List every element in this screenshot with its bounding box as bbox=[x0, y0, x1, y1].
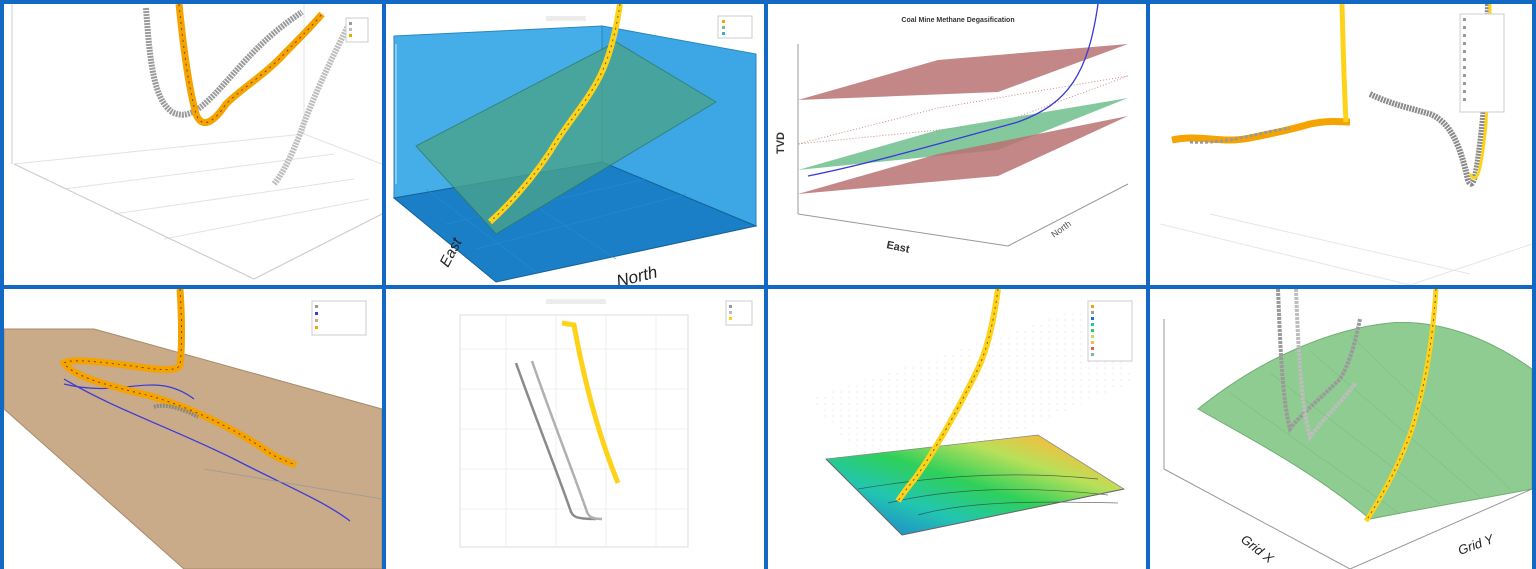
axis-label-tvd: TVD bbox=[775, 132, 787, 154]
chart-6-svg bbox=[459, 299, 753, 548]
axis-label-grid-y: Grid Y bbox=[1456, 531, 1497, 558]
well-path-orange-ticks bbox=[178, 4, 323, 124]
chart-3-svg: Coal Mine Methane Degasification TVD Eas… bbox=[775, 4, 1129, 256]
chart-4-svg bbox=[1159, 4, 1532, 285]
y-axis bbox=[1007, 183, 1129, 247]
plane-green bbox=[798, 98, 1128, 170]
well-path-gray-1 bbox=[1276, 289, 1362, 434]
well-path-yellow-ticks bbox=[1365, 289, 1437, 522]
well-path-gray-2 bbox=[1368, 4, 1491, 187]
legend-box bbox=[1459, 13, 1505, 113]
legend-box bbox=[1087, 300, 1133, 362]
legend-box bbox=[345, 17, 369, 43]
well-path-yellow bbox=[487, 4, 623, 225]
chart-2-svg: East North bbox=[392, 4, 758, 285]
legend-box bbox=[725, 300, 753, 326]
well-path-gray-1 bbox=[514, 362, 597, 521]
well-path-orange bbox=[59, 289, 298, 469]
x-axis bbox=[797, 213, 1009, 247]
chart-panel-7[interactable] bbox=[768, 289, 1146, 569]
grid bbox=[1159, 213, 1532, 285]
legend-swatch-lightgray bbox=[349, 28, 352, 31]
chart-7-svg bbox=[808, 289, 1138, 536]
legend-swatch-orange bbox=[349, 34, 352, 37]
well-path-gray-1 bbox=[1189, 126, 1291, 144]
well-path-vertical bbox=[1339, 4, 1349, 123]
chart-1-svg bbox=[11, 4, 382, 280]
well-path-gray-1 bbox=[143, 7, 304, 118]
chart-title-bar bbox=[546, 16, 586, 21]
well-path-gray-2 bbox=[530, 360, 603, 521]
plane-bottom-red bbox=[798, 116, 1128, 194]
legend-swatch-blue bbox=[722, 32, 725, 35]
chart-panel-5[interactable] bbox=[4, 289, 382, 569]
axis-label-north: North bbox=[1049, 219, 1073, 240]
chart-panel-4[interactable] bbox=[1150, 4, 1532, 285]
y-axis bbox=[901, 488, 1125, 536]
axis-lines bbox=[11, 4, 382, 280]
plane-top-red bbox=[798, 44, 1128, 100]
well-path-blue bbox=[63, 378, 351, 522]
chart-title: Coal Mine Methane Degasification bbox=[901, 17, 1014, 24]
well-path-orange bbox=[1171, 118, 1351, 144]
chart-panel-6[interactable] bbox=[386, 289, 764, 569]
green-plane bbox=[415, 41, 717, 235]
dotted-grid-surface bbox=[808, 309, 1138, 489]
chart-panel-8[interactable]: Grid X Grid Y bbox=[1150, 289, 1532, 569]
tan-surface bbox=[4, 328, 382, 569]
chart-5-svg bbox=[4, 289, 382, 569]
well-path-blue bbox=[807, 4, 1099, 177]
axis-label-east: East bbox=[885, 239, 911, 256]
chart-panel-2[interactable]: East North bbox=[386, 4, 764, 285]
x-axis bbox=[825, 458, 903, 536]
grid bbox=[460, 315, 688, 547]
plane-dotted-red bbox=[797, 75, 1129, 145]
well-path-blue-2 bbox=[63, 383, 195, 400]
plot-area bbox=[459, 314, 689, 548]
axis-label-north: North bbox=[614, 262, 659, 285]
well-path-yellow-ticks bbox=[897, 289, 999, 502]
well-path-yellow bbox=[561, 320, 621, 484]
x-axis bbox=[1163, 468, 1351, 569]
chart-title-bar bbox=[546, 299, 606, 304]
surface-mesh bbox=[1229, 334, 1511, 515]
axis-label-grid-x: Grid X bbox=[1238, 532, 1277, 567]
chart-panel-3[interactable]: Coal Mine Methane Degasification TVD Eas… bbox=[768, 4, 1146, 285]
legend-swatch-orange bbox=[722, 20, 725, 23]
well-path-gray-2 bbox=[271, 20, 353, 186]
legend-swatch-green bbox=[722, 26, 725, 29]
legend-swatch-gray bbox=[349, 22, 352, 25]
legend-box bbox=[717, 15, 753, 39]
green-surface bbox=[1197, 321, 1532, 520]
chart-8-svg: Grid X Grid Y bbox=[1163, 289, 1532, 569]
axis-line bbox=[203, 468, 382, 500]
chart-panel-1[interactable] bbox=[4, 4, 382, 285]
legend-box bbox=[311, 300, 367, 336]
grid bbox=[13, 4, 382, 280]
y-axis bbox=[1349, 488, 1532, 569]
contour-lines bbox=[857, 474, 1119, 516]
